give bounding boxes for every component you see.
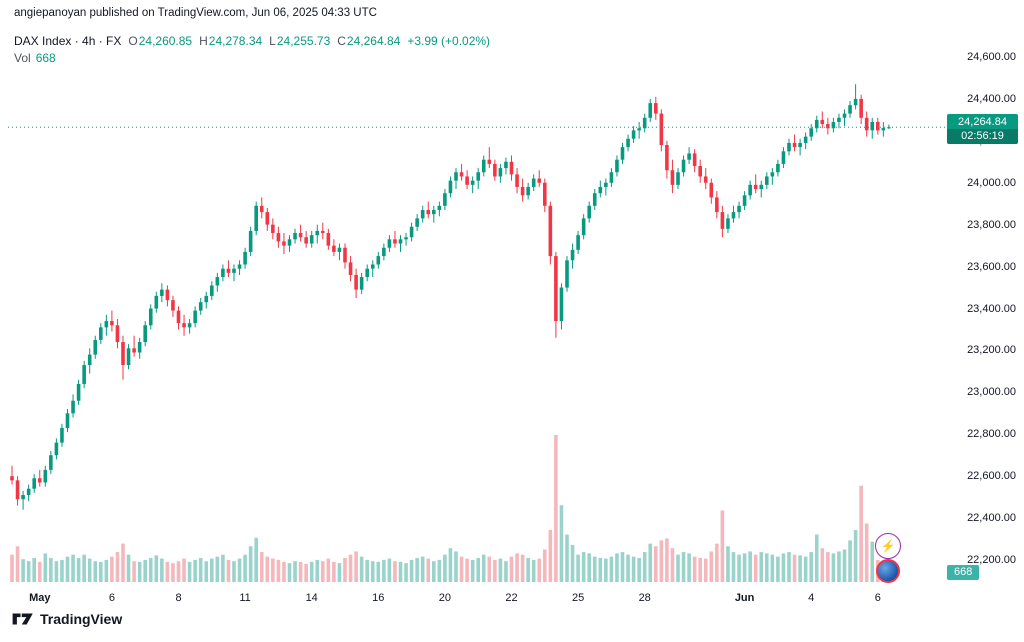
time-tick-label: 16 bbox=[372, 592, 385, 604]
volume-bars bbox=[10, 435, 891, 582]
time-tick-label: 28 bbox=[638, 592, 651, 604]
time-axis[interactable]: May 6 8 11 14 16 20 22 25 28 Jun 4 6 bbox=[0, 590, 1024, 610]
time-tick-label: 8 bbox=[175, 592, 182, 604]
change-value: +3.99 (+0.02%) bbox=[407, 34, 491, 48]
time-tick-label: 20 bbox=[438, 592, 452, 604]
price-tick-label: 23,400.00 bbox=[967, 302, 1016, 315]
price-tick-label: 24,600.00 bbox=[967, 51, 1016, 63]
tradingview-logo-icon bbox=[12, 613, 33, 625]
tradingview-wordmark: TradingView bbox=[40, 611, 123, 627]
publisher-avatar[interactable] bbox=[876, 559, 900, 583]
time-tick-label: Jun bbox=[734, 592, 755, 604]
price-tick-label: 22,400.00 bbox=[967, 512, 1016, 525]
ohlc-high: H24,278.34 bbox=[199, 34, 263, 48]
time-tick-label: 22 bbox=[505, 592, 518, 604]
price-axis[interactable]: 24,600.0024,400.0024,200.0024,000.0023,8… bbox=[948, 0, 1024, 600]
tradingview-logo[interactable]: TradingView bbox=[12, 611, 122, 627]
volume-legend: Vol 668 bbox=[14, 51, 56, 65]
chart-legend: DAX Index · 4h · FX O24,260.85 H24,278.3… bbox=[14, 34, 490, 48]
attribution-text: angiepanoyan published on TradingView.co… bbox=[14, 7, 377, 19]
time-tick-label: 4 bbox=[808, 592, 815, 604]
time-tick-label: May bbox=[29, 592, 51, 604]
ohlc-low: L24,255.73 bbox=[269, 34, 331, 48]
volume-legend-label: Vol bbox=[14, 51, 31, 65]
price-tick-label: 22,800.00 bbox=[967, 428, 1016, 441]
price-tick-label: 23,200.00 bbox=[967, 344, 1016, 357]
symbol-title[interactable]: DAX Index · 4h · FX bbox=[14, 34, 122, 48]
boost-lightning-icon[interactable]: ⚡ bbox=[875, 533, 901, 559]
ohlc-open: O24,260.85 bbox=[128, 34, 193, 48]
price-tick-label: 23,000.00 bbox=[967, 386, 1016, 399]
bar-countdown: 02:56:19 bbox=[947, 129, 1018, 145]
price-tick-label: 24,000.00 bbox=[967, 176, 1016, 189]
last-price-label: 24,264.84 02:56:19 bbox=[947, 114, 1018, 145]
time-tick-label: 6 bbox=[874, 592, 881, 604]
price-tick-label: 23,600.00 bbox=[967, 260, 1016, 273]
time-tick-label: 6 bbox=[108, 592, 115, 604]
price-tick-label: 23,800.00 bbox=[967, 218, 1016, 231]
volume-value-label: 668 bbox=[947, 565, 980, 581]
time-tick-label: 25 bbox=[571, 592, 585, 604]
time-tick-label: 14 bbox=[305, 592, 318, 604]
price-tick-label: 24,400.00 bbox=[967, 92, 1016, 105]
last-price-value: 24,264.84 bbox=[947, 114, 1018, 130]
price-tick-label: 22,200.00 bbox=[967, 554, 1016, 566]
ohlc-close: C24,264.84 bbox=[337, 34, 401, 48]
price-tick-label: 22,600.00 bbox=[967, 470, 1016, 483]
candlesticks bbox=[10, 84, 891, 510]
time-tick-label: 11 bbox=[239, 592, 251, 604]
volume-legend-value: 668 bbox=[35, 51, 56, 65]
